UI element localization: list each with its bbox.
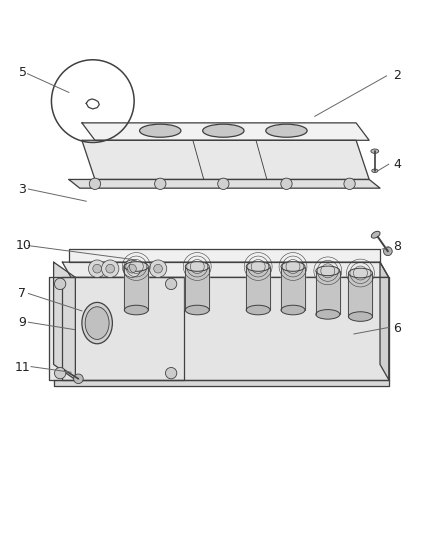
Circle shape (74, 374, 83, 384)
Circle shape (166, 367, 177, 379)
Ellipse shape (124, 262, 148, 271)
Text: 6: 6 (393, 322, 401, 335)
Ellipse shape (281, 262, 305, 271)
Ellipse shape (85, 307, 109, 340)
Polygon shape (82, 123, 369, 140)
Polygon shape (62, 277, 389, 379)
Ellipse shape (316, 266, 340, 276)
Polygon shape (246, 266, 270, 310)
Circle shape (344, 178, 355, 189)
Ellipse shape (246, 305, 270, 315)
Circle shape (89, 178, 101, 189)
Text: 11: 11 (14, 361, 30, 374)
Ellipse shape (185, 262, 209, 271)
Text: 7: 7 (18, 287, 26, 300)
Ellipse shape (281, 305, 305, 315)
Circle shape (384, 247, 392, 256)
Ellipse shape (266, 124, 307, 137)
Ellipse shape (371, 149, 379, 154)
Ellipse shape (82, 302, 113, 344)
Text: 2: 2 (393, 69, 401, 82)
Circle shape (281, 178, 292, 189)
Polygon shape (124, 266, 148, 310)
Text: 3: 3 (18, 182, 26, 196)
Ellipse shape (124, 305, 148, 315)
Text: 10: 10 (15, 239, 31, 252)
Ellipse shape (316, 310, 340, 319)
Circle shape (54, 278, 66, 289)
Ellipse shape (246, 262, 270, 271)
Polygon shape (185, 266, 209, 310)
Polygon shape (53, 262, 75, 379)
Polygon shape (349, 273, 372, 317)
Polygon shape (380, 262, 389, 379)
Circle shape (154, 264, 162, 273)
Polygon shape (69, 180, 380, 188)
Ellipse shape (185, 305, 209, 315)
Circle shape (218, 178, 229, 189)
Circle shape (106, 264, 115, 273)
Polygon shape (53, 379, 389, 386)
Polygon shape (82, 140, 369, 180)
Polygon shape (281, 266, 305, 310)
Circle shape (54, 367, 66, 379)
Text: 8: 8 (393, 240, 401, 253)
Polygon shape (49, 277, 184, 379)
Polygon shape (62, 262, 389, 277)
Text: 5: 5 (19, 66, 27, 79)
Circle shape (127, 264, 136, 273)
Ellipse shape (372, 169, 378, 173)
Text: 9: 9 (18, 316, 26, 329)
Ellipse shape (349, 312, 372, 321)
Circle shape (88, 260, 106, 277)
Circle shape (155, 178, 166, 189)
Circle shape (102, 260, 119, 277)
Polygon shape (316, 271, 340, 314)
Circle shape (149, 260, 167, 277)
Ellipse shape (349, 268, 372, 278)
Text: 4: 4 (393, 158, 401, 171)
Polygon shape (69, 249, 380, 262)
Ellipse shape (203, 124, 244, 137)
Ellipse shape (371, 231, 380, 238)
Circle shape (166, 278, 177, 289)
Ellipse shape (140, 124, 181, 137)
Circle shape (93, 264, 102, 273)
Circle shape (123, 260, 141, 277)
